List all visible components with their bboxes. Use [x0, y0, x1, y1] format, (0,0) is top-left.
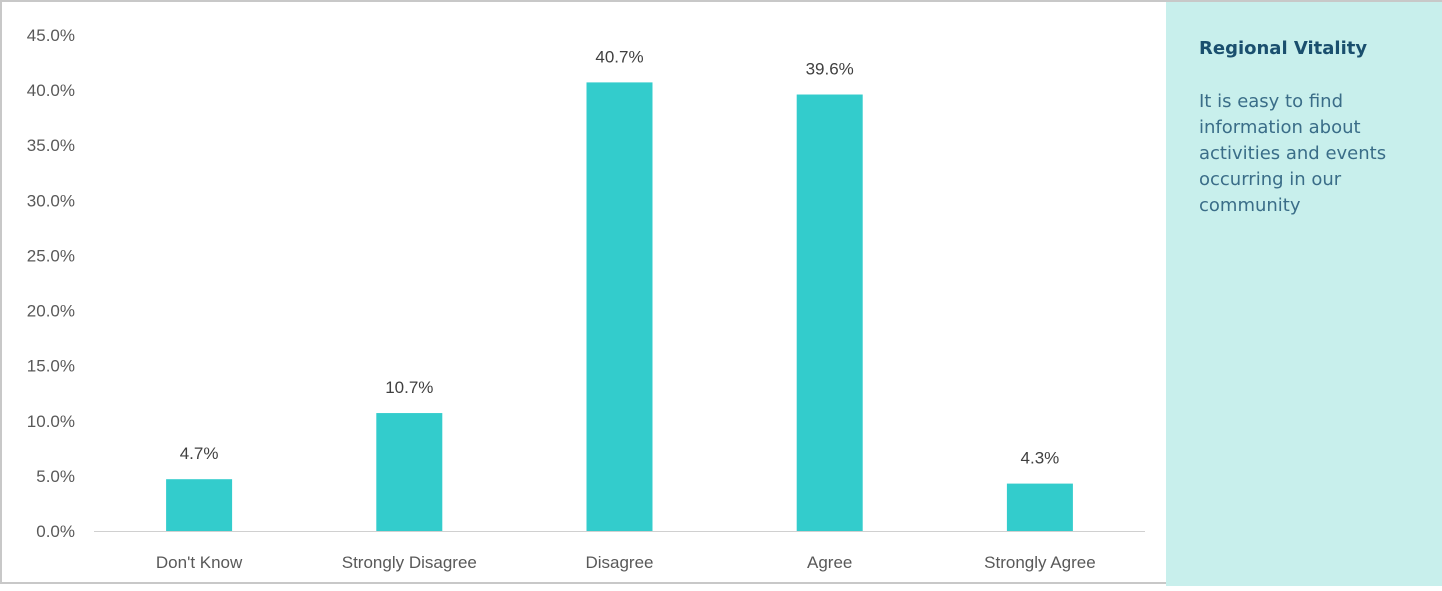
y-tick-label: 20.0%: [27, 302, 75, 321]
data-labels: 4.7% 10.7% 40.7% 39.6% 4.3%: [180, 47, 1060, 467]
bar: [376, 413, 443, 531]
data-label: 10.7%: [385, 378, 433, 397]
info-panel: Regional Vitality It is easy to find inf…: [1166, 2, 1442, 586]
y-tick-label: 40.0%: [27, 81, 75, 100]
data-label: 39.6%: [806, 60, 854, 79]
x-tick-label: Strongly Disagree: [342, 553, 477, 572]
bar: [586, 82, 653, 531]
y-tick-label: 15.0%: [27, 357, 75, 376]
data-label: 4.7%: [180, 444, 219, 463]
y-tick-label: 5.0%: [36, 467, 75, 486]
x-tick-label: Don't Know: [156, 553, 243, 572]
y-tick-label: 25.0%: [27, 246, 75, 265]
x-axis-labels: Don't Know Strongly Disagree Disagree Agree…: [156, 553, 1096, 572]
bar: [796, 94, 863, 532]
panel-title: Regional Vitality: [1199, 38, 1368, 59]
data-label: 4.3%: [1021, 449, 1060, 468]
bars: [166, 82, 1073, 532]
y-tick-label: 10.0%: [27, 412, 75, 431]
y-axis-ticks: 0.0% 5.0% 10.0% 15.0% 20.0% 25.0% 30.0% 35.0% 40…: [27, 26, 75, 541]
y-tick-label: 0.0%: [36, 522, 75, 541]
data-label: 40.7%: [595, 47, 643, 66]
bar: [1006, 483, 1073, 531]
y-tick-label: 45.0%: [27, 26, 75, 45]
panel-text: It is easy to find information about act…: [1199, 91, 1387, 216]
y-tick-label: 30.0%: [27, 191, 75, 210]
y-tick-label: 35.0%: [27, 136, 75, 155]
bar: [166, 479, 233, 531]
x-tick-label: Agree: [807, 553, 852, 572]
x-tick-label: Disagree: [585, 553, 653, 572]
x-tick-label: Strongly Agree: [984, 553, 1096, 572]
bar-chart: 0.0% 5.0% 10.0% 15.0% 20.0% 25.0% 30.0% 35.0% 40…: [27, 26, 1145, 572]
chart-area: 0.0% 5.0% 10.0% 15.0% 20.0% 25.0% 30.0% 35.0% 40…: [2, 2, 1166, 586]
